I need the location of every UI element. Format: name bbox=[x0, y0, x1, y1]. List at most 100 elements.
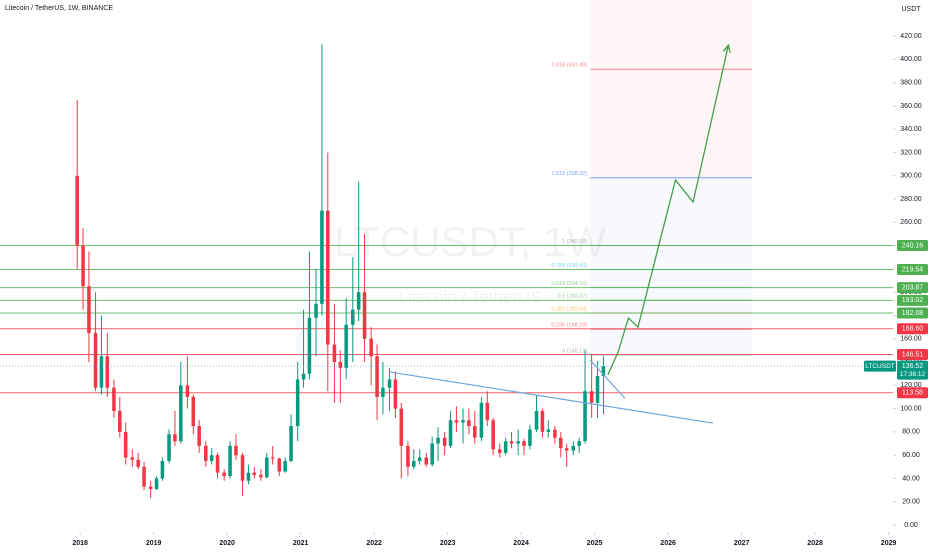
y-tick-label: 360.00 bbox=[900, 103, 922, 110]
projection-path bbox=[607, 44, 729, 376]
candle-body bbox=[185, 385, 190, 397]
x-tick-label: 2021 bbox=[293, 540, 309, 547]
watermark: LTCUSDT, 1W bbox=[334, 218, 607, 265]
level-price-box bbox=[897, 239, 928, 251]
candle-body bbox=[564, 448, 569, 451]
candle-body bbox=[412, 460, 416, 467]
fib-label: 0.382 (182.04) bbox=[551, 307, 587, 313]
candle-body bbox=[105, 356, 110, 388]
candle-body bbox=[240, 455, 245, 481]
trendline bbox=[589, 359, 626, 399]
candle-body bbox=[436, 437, 440, 444]
candle-body bbox=[571, 445, 576, 451]
x-tick-label: 2028 bbox=[807, 540, 823, 547]
candle-body bbox=[320, 210, 324, 304]
y-tick-label: 280.00 bbox=[900, 196, 922, 203]
candle-body bbox=[417, 457, 422, 461]
candle-body bbox=[430, 443, 434, 465]
candle-body bbox=[123, 431, 128, 458]
candle-body bbox=[485, 402, 490, 421]
candle-body bbox=[351, 309, 355, 325]
x-tick-label: 2018 bbox=[72, 540, 88, 547]
fib-label: 0 (146.17) bbox=[562, 348, 587, 354]
candle-body bbox=[265, 457, 269, 478]
candle-body bbox=[332, 344, 337, 363]
fib-label: 0.5 (193.07) bbox=[558, 294, 588, 300]
level-price-label: 219.54 bbox=[902, 266, 924, 273]
candle-body bbox=[393, 379, 398, 409]
y-tick-label: 0.00 bbox=[904, 522, 918, 529]
candle-body bbox=[546, 429, 551, 432]
candle-body bbox=[136, 459, 140, 467]
candle-body bbox=[289, 426, 293, 461]
y-tick-label: 260.00 bbox=[900, 219, 922, 226]
candle-body bbox=[577, 441, 581, 446]
candle-body bbox=[301, 373, 306, 380]
candle-body bbox=[528, 429, 532, 446]
symbol-label: LTCUSDT bbox=[865, 363, 895, 370]
candle-body bbox=[326, 210, 330, 345]
fib-label: 1 (240.13) bbox=[562, 239, 587, 245]
x-tick-label: 2020 bbox=[219, 540, 235, 547]
candle-body bbox=[406, 445, 410, 467]
projection-arrowhead bbox=[722, 43, 731, 53]
candle-body bbox=[234, 445, 238, 456]
y-tick-label: 120.00 bbox=[900, 382, 922, 389]
candle-body bbox=[130, 457, 135, 460]
y-tick-label: 400.00 bbox=[900, 56, 922, 63]
candle-body bbox=[362, 292, 367, 339]
candle-body bbox=[338, 362, 343, 368]
x-tick-label: 2025 bbox=[587, 540, 603, 547]
candle-body bbox=[148, 486, 153, 489]
y-tick-label: 60.00 bbox=[902, 452, 920, 459]
level-price-box bbox=[897, 282, 928, 294]
fib-label: 1.618 (298.32) bbox=[551, 171, 587, 177]
y-tick-label: 420.00 bbox=[900, 33, 922, 40]
fib-zone bbox=[590, 177, 752, 355]
x-tick-label: 2024 bbox=[513, 540, 529, 547]
candle-body bbox=[307, 317, 312, 374]
x-tick-label: 2023 bbox=[440, 540, 456, 547]
candle-body bbox=[209, 455, 214, 461]
watermark-subtitle: Litecoin / TetherUS bbox=[398, 287, 541, 306]
candle-body bbox=[215, 455, 220, 473]
candle-body bbox=[516, 441, 520, 444]
candle-body bbox=[479, 402, 484, 438]
candle-body bbox=[424, 457, 429, 465]
level-price-label: 113.58 bbox=[902, 390, 923, 397]
candle-body bbox=[314, 303, 318, 318]
candle-body bbox=[522, 441, 526, 446]
last-price-label: 136.52 bbox=[902, 363, 924, 370]
y-tick-label: 40.00 bbox=[902, 475, 920, 482]
candle-body bbox=[442, 437, 447, 446]
candle-body bbox=[540, 410, 545, 432]
candle-body bbox=[246, 472, 251, 481]
y-tick-label: 320.00 bbox=[900, 149, 922, 156]
x-tick-label: 2027 bbox=[734, 540, 750, 547]
x-tick-label: 2029 bbox=[881, 540, 897, 547]
y-tick-label: 20.00 bbox=[902, 499, 920, 506]
candle-body bbox=[448, 420, 453, 446]
level-price-label: 146.51 bbox=[902, 351, 924, 358]
candle-body bbox=[295, 379, 300, 427]
chart-title: Litecoin / TetherUS, 1W, BINANCE bbox=[5, 5, 113, 12]
level-price-label: 193.02 bbox=[902, 297, 924, 304]
fib-zone bbox=[590, 0, 752, 178]
candle-body bbox=[503, 441, 508, 453]
candle-body bbox=[553, 429, 557, 438]
symbol-box bbox=[864, 360, 896, 372]
level-price-box bbox=[897, 348, 928, 360]
candle-body bbox=[491, 420, 495, 450]
candle-body bbox=[222, 472, 226, 477]
candle-body bbox=[228, 445, 232, 477]
candle-body bbox=[399, 408, 404, 446]
candle-body bbox=[259, 474, 263, 478]
candle-body bbox=[498, 449, 502, 453]
candle-body bbox=[173, 434, 177, 442]
level-price-label: 240.16 bbox=[902, 242, 924, 249]
candle-body bbox=[356, 292, 361, 310]
candle-body bbox=[93, 332, 98, 388]
candle-body bbox=[387, 379, 392, 388]
candle-body bbox=[87, 286, 91, 333]
